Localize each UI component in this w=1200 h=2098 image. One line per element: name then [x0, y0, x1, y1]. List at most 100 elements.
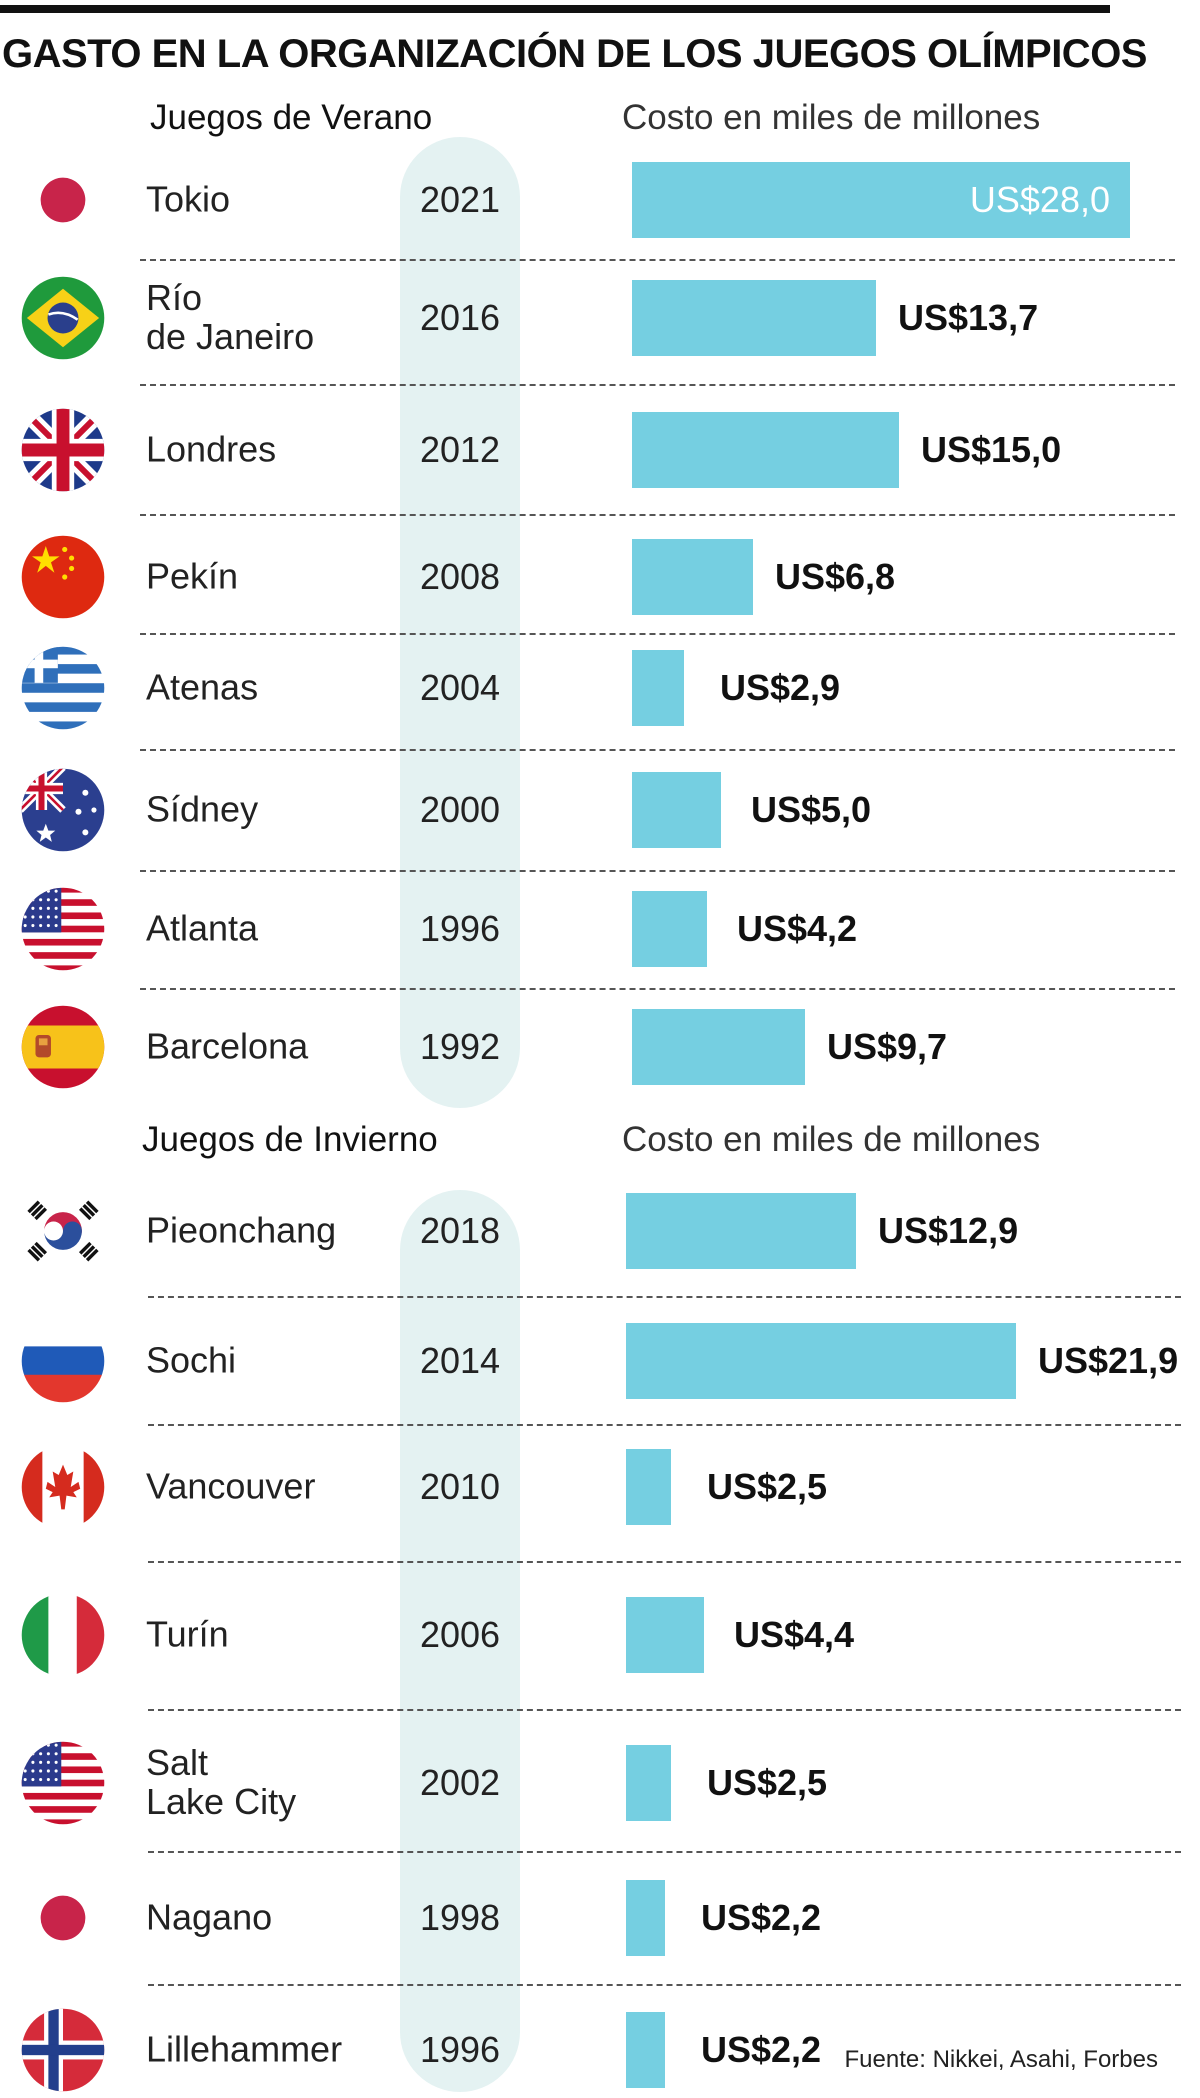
city-name-line: Londres — [146, 428, 277, 470]
year-label: 1996 — [419, 2029, 501, 2070]
city-name-line: Atlanta — [146, 907, 259, 949]
chart-title: GASTO EN LA ORGANIZACIÓN DE LOS JUEGOS O… — [2, 32, 1147, 76]
year-label: 2018 — [419, 1210, 501, 1251]
bar-mark — [626, 2012, 665, 2088]
value-label: US$21,9 — [1038, 1340, 1179, 1381]
bar-mark — [626, 1323, 1016, 1399]
bar-mark — [632, 891, 707, 967]
row-divider — [148, 1424, 1181, 1426]
value-label: US$6,8 — [775, 556, 896, 597]
city-name-line: Vancouver — [146, 1465, 316, 1507]
city-name: Río de Janeiro — [146, 277, 315, 357]
year-label: 2004 — [419, 667, 501, 708]
value-label: US$12,9 — [878, 1210, 1019, 1251]
bar-mark — [632, 1009, 805, 1085]
south-korea-flag-icon — [20, 1188, 106, 1274]
year-band — [400, 1190, 520, 2092]
city-name-line: Salt — [146, 1742, 209, 1784]
city-name: Salt Lake City — [146, 1742, 297, 1822]
bar-mark — [626, 1597, 704, 1673]
bar-mark — [626, 1880, 665, 1956]
value-label: US$2,2 — [701, 2029, 822, 2070]
value-label: US$13,7 — [898, 297, 1039, 338]
value-label: US$28,0 — [969, 179, 1110, 220]
row-divider — [140, 749, 1175, 751]
city-name-line: Turín — [146, 1613, 229, 1655]
year-label: 2016 — [419, 297, 501, 338]
usa-flag-icon — [20, 886, 106, 972]
year-band — [400, 137, 520, 1108]
city-name-line: Sídney — [146, 788, 259, 830]
value-label: US$2,5 — [707, 1762, 828, 1803]
row-divider — [140, 633, 1175, 635]
city-name: Sochi — [146, 1339, 237, 1381]
spain-flag-icon — [20, 1004, 106, 1090]
bar-mark — [632, 650, 684, 726]
row-divider — [140, 988, 1175, 990]
russia-flag-icon — [20, 1318, 106, 1404]
city-name-line: Nagano — [146, 1896, 273, 1938]
year-label: 2002 — [419, 1762, 501, 1803]
row-divider — [140, 384, 1175, 386]
bar-mark — [632, 772, 721, 848]
bar-mark — [632, 539, 753, 615]
source-note: Fuente: Nikkei, Asahi, Forbes — [844, 2046, 1158, 2073]
city-name-line: de Janeiro — [146, 316, 315, 357]
city-name: Barcelona — [146, 1027, 308, 1067]
city-name: Atlanta — [146, 907, 259, 949]
china-flag-icon — [20, 534, 106, 620]
city-name-line: Lake City — [146, 1781, 297, 1822]
bar-mark — [632, 162, 1130, 238]
value-label: US$4,2 — [737, 908, 858, 949]
city-name-line: Sochi — [146, 1339, 237, 1381]
row-divider — [140, 870, 1175, 872]
bar-mark — [626, 1449, 671, 1525]
year-label: 2021 — [419, 179, 501, 220]
value-label: US$2,5 — [707, 1466, 828, 1507]
value-label: US$2,2 — [701, 1897, 822, 1938]
city-name-line: Lillehammer — [146, 2028, 343, 2070]
value-column-header: Costo en miles de millones — [622, 1120, 1041, 1159]
norway-flag-icon — [20, 2007, 106, 2093]
value-label: US$4,4 — [734, 1614, 855, 1655]
year-label: 2014 — [419, 1340, 501, 1381]
row-divider — [148, 1709, 1181, 1711]
bar-mark — [626, 1745, 671, 1821]
usa-flag-icon — [20, 1740, 106, 1826]
year-label: 2006 — [419, 1614, 501, 1655]
year-label: 2012 — [419, 429, 501, 470]
city-name-line: Atenas — [146, 666, 259, 708]
bar-mark — [632, 412, 899, 488]
city-name: Turín — [146, 1613, 229, 1655]
city-name-line: Pieonchang — [146, 1209, 337, 1251]
japan-flag-icon — [20, 157, 106, 243]
city-name: Lillehammer — [146, 2028, 343, 2070]
year-label: 1992 — [419, 1026, 501, 1067]
city-name: Nagano — [146, 1896, 273, 1938]
value-label: US$15,0 — [921, 429, 1062, 470]
city-name: Pekín — [146, 555, 239, 597]
brazil-flag-icon — [20, 275, 106, 361]
value-label: US$5,0 — [751, 789, 872, 830]
value-label: US$9,7 — [827, 1026, 948, 1067]
bar-mark — [632, 280, 876, 356]
row-divider — [148, 1851, 1181, 1853]
australia-flag-icon — [20, 767, 106, 853]
city-name: Vancouver — [146, 1465, 316, 1507]
row-divider — [140, 259, 1175, 261]
value-column-header: Costo en miles de millones — [622, 98, 1041, 137]
bar-mark — [626, 1193, 856, 1269]
greece-flag-icon — [20, 645, 106, 731]
city-name-line: Río — [146, 277, 203, 319]
city-name-line: Tokio — [146, 178, 231, 220]
city-name: Tokio — [146, 178, 231, 220]
city-name-line: Pekín — [146, 555, 239, 597]
uk-flag-icon — [20, 407, 106, 493]
city-name: Sídney — [146, 788, 259, 830]
top-rule — [0, 5, 1110, 13]
year-label: 2008 — [419, 556, 501, 597]
italy-flag-icon — [20, 1592, 106, 1678]
row-divider — [140, 514, 1175, 516]
year-label: 1996 — [419, 908, 501, 949]
year-label: 2010 — [419, 1466, 501, 1507]
